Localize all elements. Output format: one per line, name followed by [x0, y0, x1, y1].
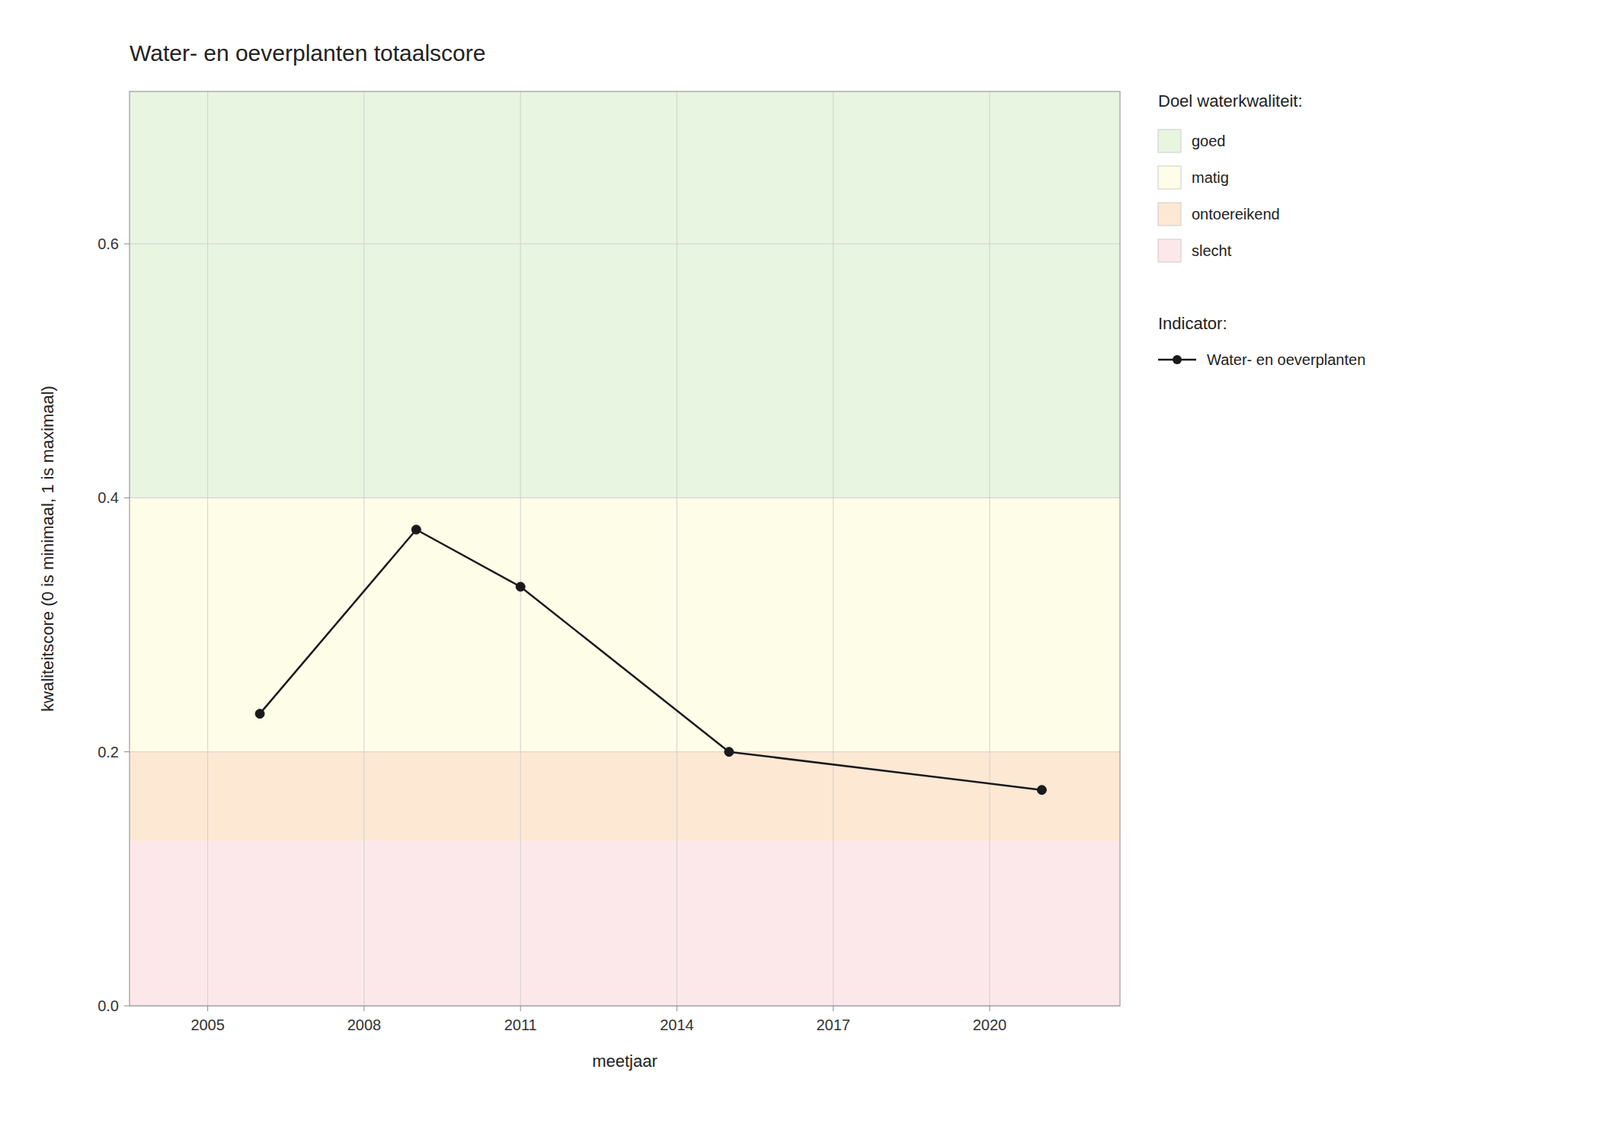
grid-line-x — [832, 91, 834, 1006]
tick-label-y: 0.4 — [97, 489, 119, 506]
background — [0, 0, 1600, 1143]
grid-line-x — [207, 91, 208, 1006]
tick-x — [520, 1005, 522, 1012]
tick-label-y: 0.0 — [97, 997, 119, 1015]
legend-swatch — [1158, 129, 1181, 153]
tick-label-x: 2011 — [504, 1016, 538, 1034]
legend-label: slecht — [1191, 242, 1232, 260]
zone-band — [129, 752, 1120, 842]
zone-band — [129, 91, 1120, 498]
zones — [129, 91, 1120, 1006]
zone-band — [129, 497, 1120, 752]
zone-band — [129, 840, 1120, 1006]
tick-x — [676, 1005, 678, 1012]
tick-label-x: 2005 — [190, 1016, 225, 1034]
tick-label-x: 2014 — [659, 1016, 695, 1034]
grid-line-x — [363, 91, 365, 1006]
series-line — [259, 529, 1042, 791]
grid-line-y — [129, 751, 1120, 752]
legend-swatch — [1158, 166, 1181, 189]
legend-label: goed — [1191, 132, 1226, 150]
legend-title: Indicator: — [1158, 313, 1228, 333]
grid-line-x — [988, 91, 990, 1006]
grid — [129, 91, 1120, 1006]
tick-label-y: 0.2 — [97, 743, 119, 761]
legend-swatch — [1158, 239, 1181, 263]
tick-y — [124, 1005, 130, 1007]
tick-x — [363, 1005, 365, 1012]
legend-label: Water- en oeverplanten — [1206, 351, 1366, 368]
x-axis-label: meetjaar — [592, 1051, 658, 1071]
tick-x — [988, 1005, 990, 1012]
data-point — [411, 524, 421, 535]
ticks: 2005 2008 2011 2014 2017 2020 0.0 0.2 0.4 0.6 — [97, 235, 1007, 1034]
title: Water- en oeverplanten totaalscore — [129, 40, 486, 66]
chart: 2005 2008 2011 2014 2017 2020 0.0 0.2 0.4 0.6 Wate… — [0, 0, 1600, 1143]
data-point — [255, 709, 265, 719]
grid-line-y — [129, 243, 1120, 245]
tick-y — [124, 243, 130, 245]
tick-y — [124, 751, 130, 752]
tick-y — [124, 497, 130, 499]
tick-label-x: 2008 — [347, 1016, 382, 1034]
data — [255, 524, 1047, 795]
legend-label: ontoereikend — [1191, 205, 1280, 223]
grid-line-y — [129, 497, 1120, 499]
grid-line-x — [520, 91, 522, 1006]
grid-line-x — [676, 91, 678, 1006]
tick-x — [832, 1005, 834, 1012]
tick-label-y: 0.6 — [97, 235, 119, 253]
y-axis-label: kwaliteitscore (0 is minimaal, 1 is maxi… — [38, 385, 58, 712]
data-point — [515, 582, 525, 592]
tick-x — [207, 1005, 208, 1012]
legend-series: Indicator: Water- en oeverplanten — [1158, 313, 1366, 368]
legend-marker — [1172, 355, 1182, 365]
data-point — [724, 747, 734, 757]
legend-label: matig — [1191, 169, 1229, 186]
data-point — [1036, 785, 1047, 795]
tick-label-x: 2020 — [972, 1016, 1008, 1034]
legend-swatch — [1158, 202, 1181, 226]
legend-title: Doel waterkwaliteit: — [1158, 91, 1303, 111]
legend-zones: Doel waterkwaliteit: goed matig ontoereiken… — [1158, 91, 1303, 263]
tick-label-x: 2017 — [816, 1016, 851, 1034]
plot-frame — [129, 91, 1120, 1006]
